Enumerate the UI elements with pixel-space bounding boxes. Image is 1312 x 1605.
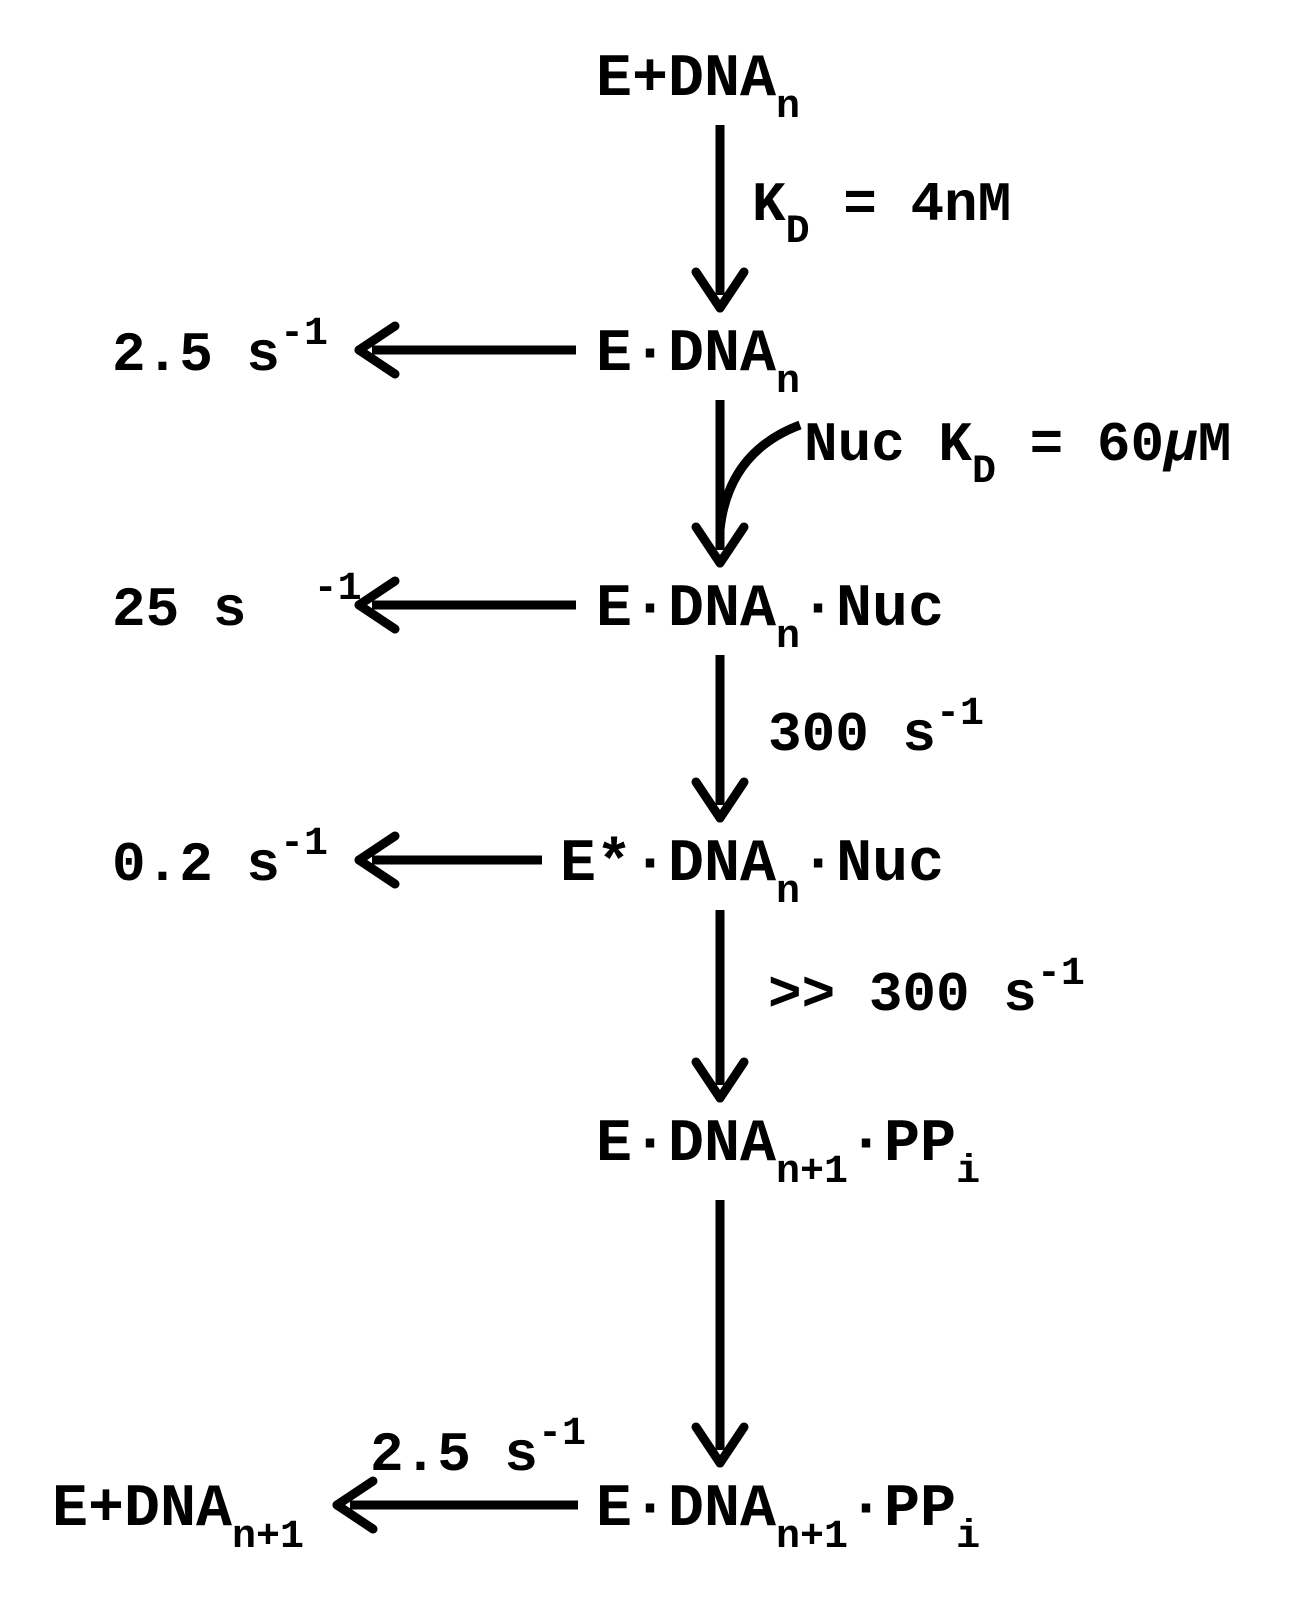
species-s1-sub: n [776,85,800,130]
species-s5: E·DNAn+1·PPi [596,1111,980,1195]
arrow-left-s3 [359,581,576,629]
species-s5-main: E·DNA [596,1111,776,1179]
species-s7: E+DNAn+1 [52,1476,304,1560]
r2-main: 2.5 s [112,323,280,387]
species-s6: E·DNAn+1·PPi [596,1476,980,1560]
vert-label-k1: KD = 4nM [752,173,1011,255]
species-s4-sub: n [776,870,800,915]
species-s5-tail: ·PP [848,1111,956,1179]
bottom-rate: 2.5 s-1 [370,1412,586,1487]
k2-unit: M [1198,413,1232,477]
species-s3-sub: n [776,615,800,660]
species-s3-main: E·DNA [596,576,776,644]
k6-sup: -1 [538,1412,586,1457]
species-s2: E·DNAn [596,321,800,405]
arrow-v4 [696,910,744,1098]
species-s2-main: E·DNA [596,321,776,389]
species-s5-tailsub: i [956,1150,980,1195]
species-s5-sub: n+1 [776,1150,848,1195]
species-s6-tailsub: i [956,1515,980,1560]
species-s1-main: E+DNA [596,46,776,114]
r4-main: 0.2 s [112,833,280,897]
left-rate-s4: 0.2 s-1 [112,822,328,897]
arrow-v3 [696,655,744,818]
vert-label-k2: Nuc KD = 60µM [804,413,1231,495]
k4-sup: -1 [1037,952,1085,997]
species-s6-main: E·DNA [596,1476,776,1544]
arrow-left-s4 [359,836,542,884]
k1-tail: = 4nM [810,173,1012,237]
r4-sup: -1 [280,822,328,867]
k2-mu: µ [1162,413,1198,477]
k3-main: 300 s [768,703,936,767]
species-s7-main: E+DNA [52,1476,232,1544]
k2-prefix: Nuc [804,413,938,477]
arrow-v1 [696,125,744,308]
k2-sub: D [972,450,996,495]
r2-sup: -1 [280,312,328,357]
species-s6-sub: n+1 [776,1515,848,1560]
k1-sub: D [786,210,810,255]
k4-main: >> 300 s [768,963,1037,1027]
species-s4-main: E*·DNA [560,831,776,899]
species-s7-sub: n+1 [232,1515,304,1560]
species-s6-tail: ·PP [848,1476,956,1544]
k1-main: K [752,173,786,237]
species-s3: E·DNAn·Nuc [596,576,944,660]
species-s1: E+DNAn [596,46,800,130]
r3-main: 25 s [112,578,246,642]
species-s4: E*·DNAn·Nuc [560,831,944,915]
species-s2-sub: n [776,360,800,405]
reaction-scheme: E+DNAn E·DNAn E·DNAn·Nuc E*·DNAn·Nuc E·D… [0,0,1312,1605]
vert-label-k3: 300 s-1 [768,692,984,767]
arrow-bottom [337,1481,578,1529]
arrow-left-s2 [359,326,576,374]
left-rate-s3: 25 s -1 [112,567,362,642]
left-rate-s2: 2.5 s-1 [112,312,328,387]
species-s3-tail: ·Nuc [800,576,944,644]
species-s4-tail: ·Nuc [800,831,944,899]
vert-label-k4: >> 300 s-1 [768,952,1085,1027]
k2-tail: = 60 [996,413,1164,477]
arrow-v2 [696,400,800,563]
k2-main: K [938,413,972,477]
k6-main: 2.5 s [370,1423,538,1487]
r3-sup: -1 [314,567,362,612]
k3-sup: -1 [936,692,984,737]
arrow-v5 [696,1200,744,1463]
